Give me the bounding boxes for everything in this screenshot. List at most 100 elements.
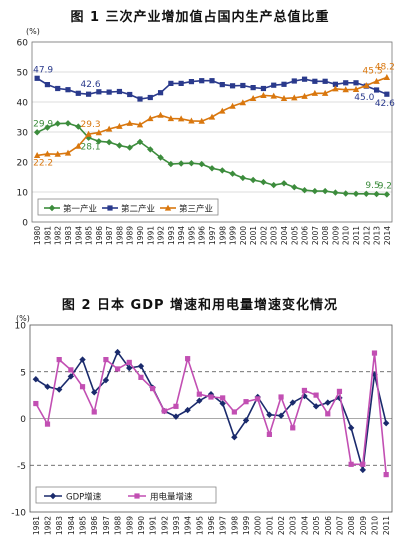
legend-box xyxy=(37,198,219,216)
data-point xyxy=(136,121,144,128)
x-tick-label: 2001 xyxy=(249,226,258,245)
x-tick-label: 1986 xyxy=(90,516,99,535)
legend-label: 第二产业 xyxy=(121,204,155,215)
data-point xyxy=(167,160,175,168)
x-tick-label: 2005 xyxy=(312,516,321,535)
chart1-svg: 0 10 20 30 40 50 60 (%) 1980 1981 1982 1983 1984 1985… xyxy=(17,27,396,245)
x-tick-label: 2002 xyxy=(259,226,268,245)
data-point xyxy=(208,165,216,172)
data-point xyxy=(126,119,133,126)
data-point xyxy=(260,178,267,186)
x-tick-label: 2011 xyxy=(352,226,361,245)
x-tick-label: 1990 xyxy=(136,226,145,245)
data-point xyxy=(91,409,97,415)
x-tick-label: 1988 xyxy=(115,226,124,245)
data-point xyxy=(54,150,61,157)
data-point xyxy=(65,87,71,93)
x-tick-label: 1981 xyxy=(43,226,52,245)
x-tick-label: 2007 xyxy=(311,226,320,245)
x-tick-label: 1999 xyxy=(229,226,238,245)
data-point xyxy=(266,431,272,437)
data-point xyxy=(291,78,297,84)
data-point xyxy=(106,89,112,95)
x-tick-label: 1989 xyxy=(126,226,135,245)
data-point xyxy=(332,189,339,196)
x-tick-label: 1986 xyxy=(95,226,104,245)
legend-label: 第一产业 xyxy=(63,204,97,215)
data-point xyxy=(44,150,51,157)
y-tick-label: 10 xyxy=(17,189,29,199)
x-tick-label: 2005 xyxy=(290,226,299,245)
data-point xyxy=(270,181,277,189)
data-point xyxy=(161,407,168,415)
figure2-title: 图 2 日本 GDP 增速和用电量增速变化情况 xyxy=(61,298,339,313)
data-point xyxy=(150,385,156,392)
series-line-用电量增速 xyxy=(35,352,387,475)
x-tick-label: 2011 xyxy=(382,516,391,535)
data-point xyxy=(172,413,180,420)
data-point xyxy=(168,80,174,86)
data-point xyxy=(373,87,380,93)
x-tick-label: 2006 xyxy=(324,516,333,535)
x-tick-label: 1988 xyxy=(114,516,123,535)
data-point xyxy=(260,92,267,98)
data-point xyxy=(75,90,81,96)
data-point xyxy=(249,176,257,184)
data-point xyxy=(114,366,121,372)
data-point xyxy=(266,411,273,418)
x-tick-label: 1994 xyxy=(184,516,193,535)
data-point xyxy=(116,122,123,129)
legend-marker xyxy=(49,492,57,500)
data-point xyxy=(322,78,328,84)
data-point xyxy=(219,400,226,407)
data-point xyxy=(311,89,319,96)
x-tick-label: 1990 xyxy=(137,516,146,535)
data-point xyxy=(290,425,296,431)
data-point xyxy=(208,394,214,400)
x-tick-label: 1983 xyxy=(64,226,73,245)
data-point xyxy=(301,387,308,394)
data-point xyxy=(173,403,179,409)
data-point xyxy=(240,82,246,89)
data-point xyxy=(105,125,113,132)
data-point xyxy=(301,187,308,194)
data-point xyxy=(188,117,195,124)
data-point xyxy=(371,350,378,356)
x-tick-label: 1999 xyxy=(242,516,251,535)
x-tick-label: 1997 xyxy=(219,516,228,535)
x-tick-label: 2014 xyxy=(383,226,392,245)
x-tick-label: 1989 xyxy=(125,516,134,535)
data-point xyxy=(219,167,226,174)
x-tick-label: 1993 xyxy=(172,516,181,535)
data-point xyxy=(336,394,343,402)
data-point xyxy=(384,91,390,97)
data-label: 45.5 xyxy=(363,66,383,76)
series-line-GDP增速 xyxy=(35,350,387,471)
data-point xyxy=(116,88,123,95)
data-point xyxy=(44,82,51,88)
data-point xyxy=(56,356,62,363)
data-point xyxy=(126,359,132,365)
x-tick-label: 1984 xyxy=(74,226,83,245)
data-point xyxy=(289,399,296,406)
x-tick-label: 1998 xyxy=(230,516,239,535)
data-point xyxy=(278,394,284,400)
data-point xyxy=(313,392,319,398)
data-point xyxy=(102,376,110,384)
data-point xyxy=(188,79,195,85)
y-tick-label: 60 xyxy=(17,39,29,49)
data-point xyxy=(343,80,349,86)
x-tick-label: 2001 xyxy=(265,516,274,535)
data-point xyxy=(198,160,205,168)
data-point xyxy=(64,120,72,127)
plot-frame xyxy=(31,41,393,223)
data-point xyxy=(33,129,41,136)
x-tick-label: 2010 xyxy=(370,516,379,535)
x-tick-label: 2003 xyxy=(289,516,298,535)
x-tick-label: 1980 xyxy=(33,226,42,245)
data-point xyxy=(55,386,63,393)
data-point xyxy=(371,371,378,378)
data-point xyxy=(209,78,215,84)
data-point xyxy=(352,86,360,92)
data-point xyxy=(79,384,86,390)
